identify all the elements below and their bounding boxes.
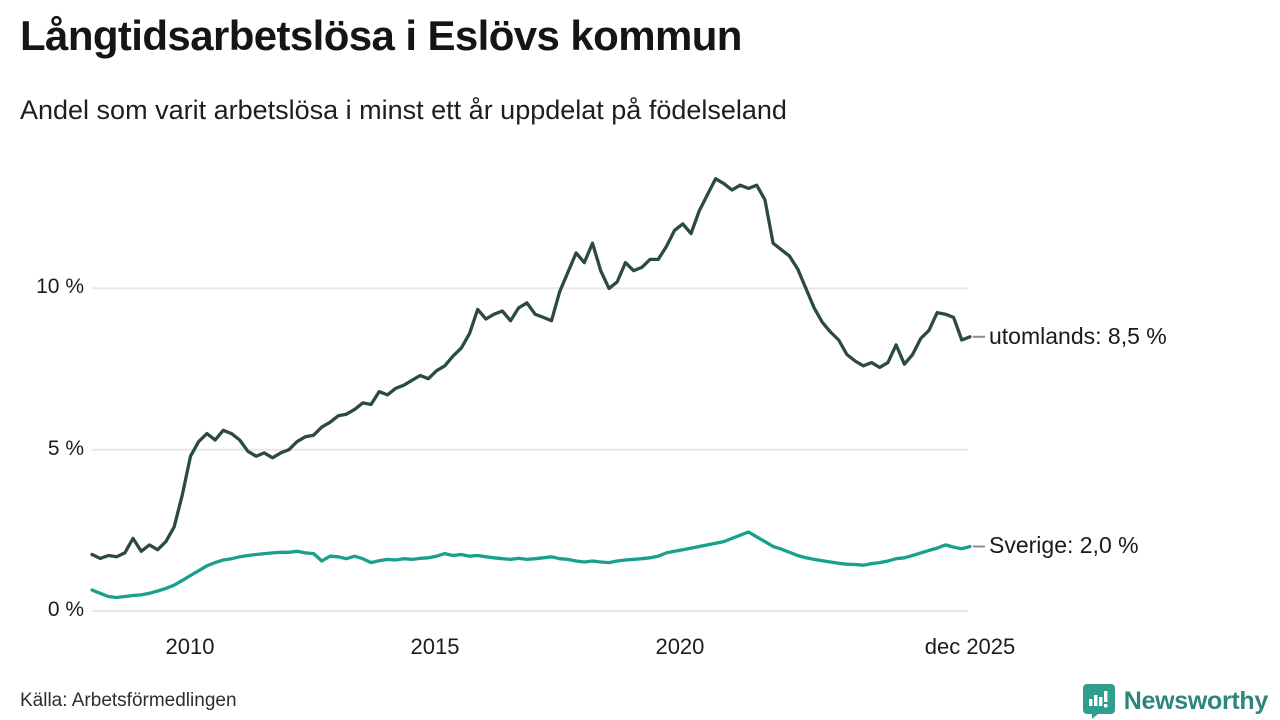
brand-name: Newsworthy	[1123, 686, 1269, 715]
line-series-utomlands	[90, 177, 972, 561]
line-series-Sverige	[90, 530, 972, 600]
chart-subtitle: Andel som varit arbetslösa i minst ett å…	[20, 95, 787, 125]
x-axis-tick-2020: 2020	[655, 634, 705, 659]
series-label-utomlands: utomlands: 8,5 %	[989, 322, 1167, 349]
bar-2	[1093, 695, 1098, 706]
exclamation-stem	[1103, 691, 1108, 702]
bar-3	[1098, 697, 1103, 706]
page-title: Långtidsarbetslösa i Eslövs kommun	[20, 12, 742, 59]
x-axis-tick-dec-2025: dec 2025	[924, 634, 1016, 659]
y-axis-tick-5: 5 %	[47, 436, 84, 460]
brand-lockup: Newsworthy	[1082, 683, 1268, 719]
newsworthy-logo-icon	[1082, 684, 1115, 719]
y-axis-tick-0: 0 %	[47, 598, 84, 621]
source-note: Källa: Arbetsförmedlingen	[20, 690, 237, 711]
x-axis-tick-2010: 2010	[165, 634, 215, 659]
y-axis-tick-10: 10 %	[36, 275, 84, 299]
series-label-Sverige: Sverige: 2,0 %	[989, 532, 1139, 559]
x-axis-tick-2015: 2015	[410, 634, 460, 659]
exclamation-dot	[1103, 704, 1108, 708]
bar-1	[1088, 699, 1093, 706]
